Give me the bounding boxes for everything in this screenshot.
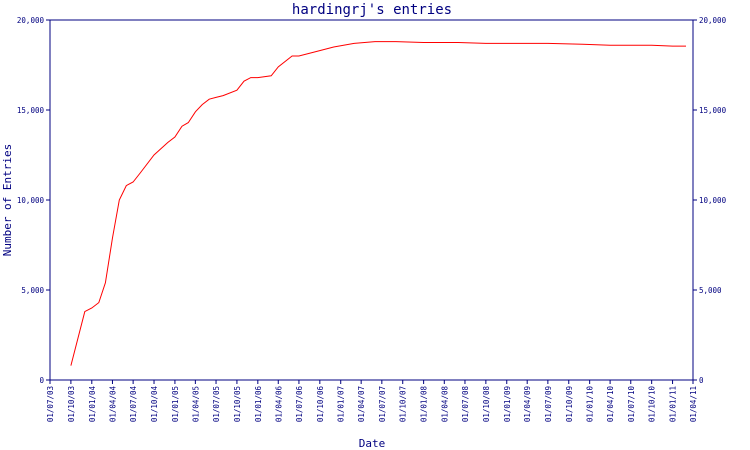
y-tick-label-right: 0: [699, 376, 704, 385]
x-tick-label: 01/01/09: [503, 386, 512, 422]
y-tick-label-left: 20,000: [17, 16, 45, 25]
x-tick-label: 01/07/07: [378, 386, 387, 422]
plot-frame: [49, 19, 694, 381]
x-tick-label: 01/07/10: [627, 386, 636, 423]
x-tick-label: 01/10/04: [150, 386, 159, 423]
x-tick-label: 01/10/07: [399, 386, 408, 422]
y-tick-label-right: 10,000: [699, 196, 727, 205]
x-tick-label: 01/10/08: [482, 386, 491, 423]
x-tick-label: 01/10/06: [316, 386, 325, 423]
x-tick-label: 01/04/08: [440, 386, 449, 423]
x-tick-label: 01/07/03: [46, 386, 55, 422]
x-tick-label: 01/07/05: [212, 386, 221, 422]
x-axis: 01/07/03 01/10/03 01/01/04 01/04/04 01/07/04…: [46, 380, 698, 422]
x-tick-label: 01/07/09: [544, 386, 553, 422]
y-tick-label-left: 5,000: [21, 286, 44, 295]
y-axis-right: 0 5,000 10,000 15,000 20,000: [693, 16, 727, 385]
x-tick-label: 01/04/05: [191, 386, 200, 422]
y-axis-title: Number of Entries: [1, 144, 14, 257]
x-tick-label: 01/04/07: [357, 386, 366, 422]
y-tick-label-right: 15,000: [699, 106, 727, 115]
y-tick-label-left: 15,000: [17, 106, 45, 115]
x-tick-label: 01/04/11: [689, 386, 698, 422]
x-tick-label: 01/04/06: [274, 386, 283, 423]
y-axis-left: 0 5,000 10,000 15,000 20,000: [17, 16, 50, 385]
x-tick-label: 01/10/05: [233, 386, 242, 422]
x-axis-title: Date: [359, 437, 386, 450]
y-tick-label-right: 20,000: [699, 16, 727, 25]
x-tick-label: 01/04/04: [108, 386, 117, 423]
y-tick-label-right: 5,000: [699, 286, 722, 295]
x-tick-label: 01/07/06: [295, 386, 304, 423]
y-tick-label-left: 0: [39, 376, 44, 385]
x-tick-label: 01/10/10: [648, 386, 657, 423]
x-tick-label: 01/10/03: [67, 386, 76, 422]
x-tick-label: 01/01/07: [337, 386, 346, 422]
x-tick-label: 01/07/08: [461, 386, 470, 423]
x-tick-label: 01/01/11: [669, 386, 678, 422]
x-tick-label: 01/04/09: [523, 386, 532, 422]
x-tick-label: 01/07/04: [129, 386, 138, 423]
entries-series-line: [70, 41, 686, 366]
x-tick-label: 01/01/08: [420, 386, 429, 423]
y-tick-label-left: 10,000: [17, 196, 45, 205]
chart-title: hardingrj's entries: [292, 2, 452, 18]
x-tick-label: 01/01/10: [586, 386, 595, 423]
x-tick-label: 01/04/10: [606, 386, 615, 423]
x-tick-label: 01/10/09: [565, 386, 574, 422]
x-tick-label: 01/01/05: [171, 386, 180, 422]
x-tick-label: 01/01/04: [88, 386, 97, 423]
x-tick-label: 01/01/06: [254, 386, 263, 423]
